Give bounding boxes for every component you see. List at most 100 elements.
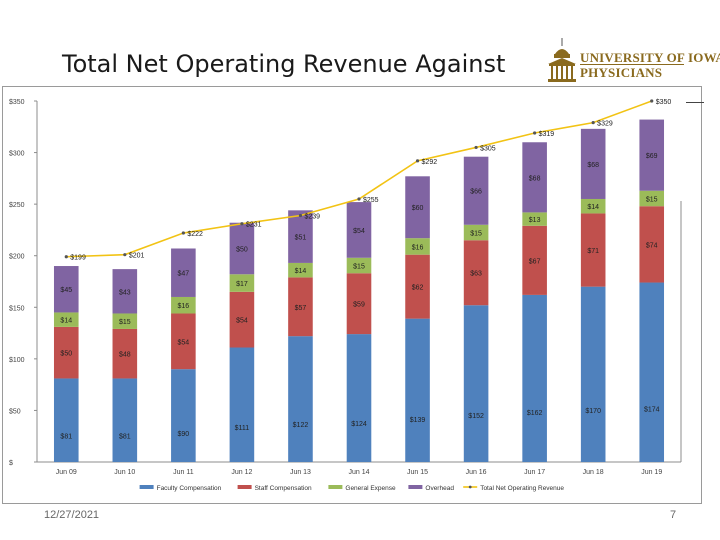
- legend-label: Faculty Compensation: [157, 485, 222, 492]
- x-tick-label: Jun 17: [524, 469, 545, 476]
- bar-segment: [112, 313, 138, 329]
- bar-data-label: $139: [410, 417, 426, 424]
- total-revenue-point: [415, 159, 420, 163]
- bar-segment: [346, 257, 372, 274]
- total-revenue-label: $329: [597, 121, 613, 128]
- bar-data-label: $50: [236, 246, 248, 253]
- bar-data-label: $122: [293, 422, 309, 429]
- bar-segment: [288, 277, 313, 337]
- bar-data-label: $15: [119, 319, 131, 326]
- legend-label: Staff Compensation: [255, 485, 312, 492]
- bar-segment: [463, 240, 489, 306]
- bar-segment: [288, 210, 313, 263]
- logo-text-line1: UNIVERSITY OF IOWA: [580, 50, 720, 65]
- x-tick-label: Jun 10: [114, 469, 135, 476]
- bar-segment: [288, 262, 313, 278]
- bar-data-label: $69: [646, 153, 658, 160]
- bar-data-label: $90: [178, 431, 190, 438]
- x-tick-label: Jun 15: [407, 469, 428, 476]
- total-revenue-label: $231: [246, 222, 262, 229]
- bar-segment: [346, 273, 372, 335]
- bar-segment: [522, 225, 547, 295]
- bar-data-label: $16: [178, 303, 190, 310]
- bar-segment: [580, 198, 606, 214]
- bar-segment: [580, 128, 606, 199]
- bar-data-label: $81: [60, 434, 72, 441]
- legend-label: Total Net Operating Revenue: [480, 485, 564, 492]
- footer-date: 12/27/2021: [44, 509, 100, 521]
- bar-segment: [346, 202, 372, 258]
- total-revenue-label: $292: [422, 159, 438, 166]
- x-tick-label: Jun 13: [290, 469, 311, 476]
- legend-swatch: [328, 485, 343, 489]
- bar-segment: [112, 328, 138, 379]
- bar-segment: [171, 369, 196, 462]
- total-revenue-point: [181, 231, 185, 235]
- bar-segment: [580, 286, 606, 462]
- legend-swatch: [139, 485, 154, 489]
- bar-data-label: $16: [412, 244, 424, 251]
- bar-data-label: $14: [295, 268, 307, 275]
- bar-segment: [171, 313, 196, 370]
- bar-data-label: $48: [119, 352, 131, 359]
- y-tick-label: $350: [9, 99, 25, 106]
- bar-data-label: $81: [119, 434, 131, 441]
- bar-data-label: $124: [351, 421, 367, 428]
- bar-segment: [288, 336, 313, 462]
- bar-data-label: $14: [60, 318, 72, 325]
- bar-data-label: $68: [587, 162, 599, 169]
- bar-data-label: $111: [235, 425, 250, 432]
- total-revenue-label: $201: [129, 253, 145, 260]
- legend-swatch: [237, 485, 252, 489]
- bar-segment: [229, 291, 255, 348]
- bar-segment: [639, 190, 665, 207]
- bar-data-label: $47: [178, 271, 190, 278]
- total-revenue-point: [474, 145, 478, 150]
- bar-data-label: $57: [295, 305, 307, 312]
- bar-segment: [405, 254, 430, 319]
- y-tick-label: $100: [9, 357, 25, 364]
- bar-data-label: $152: [468, 413, 484, 420]
- bar-segment: [522, 294, 547, 462]
- bar-data-label: $60: [412, 205, 424, 212]
- bar-data-label: $43: [119, 289, 131, 296]
- bar-segment: [229, 347, 255, 462]
- total-revenue-point: [64, 255, 68, 259]
- bar-data-label: $67: [529, 258, 541, 265]
- total-revenue-point: [533, 131, 537, 135]
- bar-data-label: $174: [644, 407, 660, 414]
- bar-data-label: $71: [587, 248, 599, 255]
- total-revenue-point: [357, 197, 361, 201]
- total-revenue-point: [591, 121, 595, 125]
- x-tick-label: Jun 19: [641, 469, 662, 476]
- x-tick-label: Jun 09: [56, 469, 77, 476]
- bar-segment: [229, 274, 255, 292]
- total-revenue-label: $222: [187, 231, 203, 238]
- total-revenue-point: [240, 222, 244, 226]
- y-tick-label: $200: [9, 254, 25, 261]
- total-revenue-label: $319: [539, 131, 555, 138]
- bar-data-label: $62: [412, 285, 424, 292]
- bar-data-label: $45: [60, 287, 72, 294]
- legend-label: General Expense: [345, 485, 396, 492]
- bar-segment: [463, 224, 489, 241]
- bar-segment: [171, 248, 196, 297]
- bar-segment: [639, 206, 665, 283]
- bar-data-label: $15: [646, 196, 658, 203]
- legend-label: Overhead: [425, 485, 454, 492]
- bar-segment: [53, 378, 79, 462]
- x-tick-label: Jun 11: [173, 469, 194, 476]
- bar-segment: [405, 238, 430, 255]
- bar-segment: [522, 142, 547, 213]
- bar-data-label: $63: [470, 271, 482, 278]
- slide-title: Total Net Operating Revenue Against: [62, 50, 506, 78]
- bar-segment: [53, 326, 79, 379]
- x-tick-label: Jun 14: [348, 469, 369, 476]
- bar-segment: [463, 156, 489, 225]
- bar-segment: [580, 213, 606, 287]
- bar-segment: [171, 296, 196, 314]
- bar-data-label: $59: [353, 302, 365, 309]
- y-tick-label: $300: [9, 151, 25, 158]
- old-capitol-icon: [548, 38, 576, 82]
- bar-segment: [463, 305, 489, 462]
